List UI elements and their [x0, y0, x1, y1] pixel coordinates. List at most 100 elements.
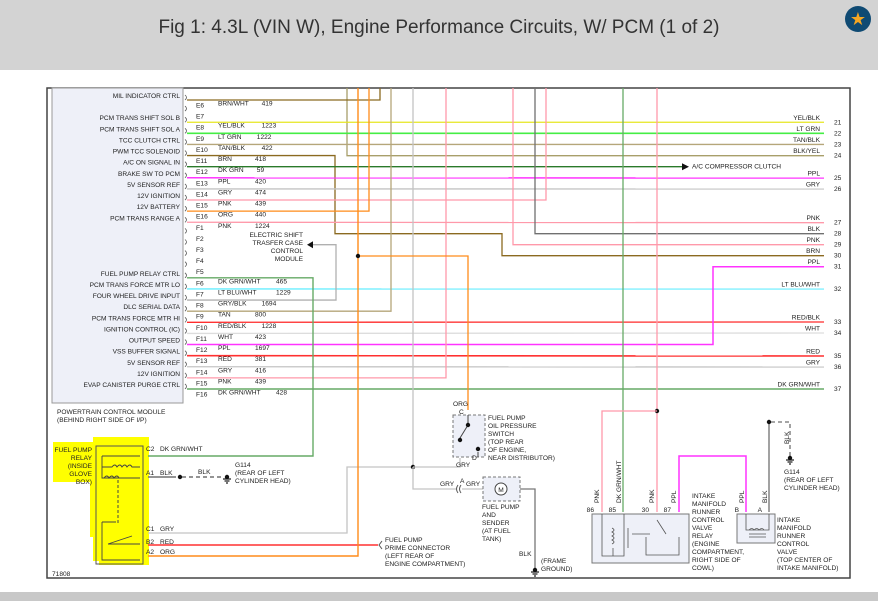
relay-wire-color: DK GRN/WHT	[160, 446, 203, 453]
pcm-pin-id: F13	[196, 358, 208, 365]
pcm-pin-id: F11	[196, 336, 207, 343]
switch-pin-in: C	[459, 409, 464, 416]
pcm-circuit-number: 465	[276, 278, 287, 285]
fuel-pump-label: FUEL PUMP	[482, 504, 520, 511]
pcm-circuit-number: 416	[255, 367, 266, 374]
pcm-pin-id: F16	[196, 391, 208, 398]
transfer-case-module-label: TRASFER CASE	[252, 240, 303, 247]
g114-left-label: (REAR OF LEFT	[235, 470, 284, 477]
pcm-wire-color: LT BLU/WHT	[218, 289, 257, 296]
continuation-wire-color: BLK	[808, 226, 821, 233]
imrc-relay-pin: 30	[642, 507, 650, 514]
pcm-pin-id: E7	[196, 114, 204, 121]
continuation-wire-color: BLK/YEL	[793, 148, 820, 155]
pcm-pin-id: F15	[196, 380, 208, 387]
pcm-pin-label: OUTPUT SPEED	[129, 338, 180, 345]
imrc-relay-label: COWL)	[692, 565, 714, 572]
imrc-valve-pin: B	[735, 507, 740, 514]
pcm-wire-color: WHT	[218, 334, 233, 341]
transfer-case-module-label: MODULE	[275, 256, 304, 263]
pcm-pin-id: F2	[196, 236, 204, 243]
pcm-pin-label: 12V IGNITION	[137, 193, 180, 200]
connector-icon	[184, 305, 187, 312]
pcm-wire-color: LT GRN	[218, 134, 242, 141]
pcm-pin-label: PCM TRANS SHIFT SOL A	[100, 126, 181, 133]
pcm-wire-color: GRY	[218, 189, 233, 196]
imrc-relay-pin: 87	[664, 507, 672, 514]
pcm-circuit-number: 1697	[255, 345, 270, 352]
connector-icon	[184, 350, 187, 356]
pcm-circuit-number: 1228	[262, 323, 277, 330]
oil-pressure-switch-label: OIL PRESSURE	[488, 423, 537, 430]
imrc-relay-pin: 86	[587, 507, 595, 514]
pcm-pin-id: E13	[196, 180, 208, 187]
imrc-valve-label: INTAKE MANIFOLD)	[777, 565, 838, 572]
arrow-icon	[307, 241, 313, 249]
wire-a2	[148, 88, 359, 557]
pcm-name: POWERTRAIN CONTROL MODULE	[57, 409, 166, 416]
pcm-pin-id: F4	[196, 258, 204, 265]
relay-wire-color: BLK	[160, 470, 173, 477]
prime-connector-label: (LEFT REAR OF	[385, 553, 434, 560]
connector-icon	[378, 540, 383, 550]
connector-icon	[184, 105, 187, 112]
continuation-wire-color: GRY	[806, 182, 821, 189]
continuation-number: 25	[834, 175, 842, 182]
connector-icon	[184, 183, 187, 190]
imrc-relay-label: VALVE	[692, 525, 713, 532]
imrc-relay-label: CONTROL	[692, 517, 725, 524]
pcm-pin-label: TCC CLUTCH CTRL	[119, 137, 181, 144]
connector-icon	[184, 94, 187, 101]
switch-wire-out: GRY	[456, 462, 471, 469]
pcm-pin-id: E14	[196, 191, 208, 198]
g114-left-label: G114	[235, 462, 251, 469]
pcm-wire-color: BRN/WHT	[218, 101, 249, 108]
splice-dot	[177, 474, 183, 480]
pcm-pin-label: PCM TRANS SHIFT SOL B	[100, 115, 181, 122]
pcm-wire-color: RED	[218, 356, 232, 363]
pcm-wire-color: ORG	[218, 212, 233, 219]
connector-icon	[184, 283, 187, 290]
relay-pin-id: B2	[146, 539, 154, 546]
g114-right-label: (REAR OF LEFT	[784, 477, 833, 484]
wire-24	[346, 88, 824, 157]
transfer-case-module-label: ELECTRIC SHIFT	[250, 232, 304, 239]
wire-f8	[187, 244, 337, 301]
imrc-relay-label: RUNNER	[692, 509, 720, 516]
relay-highlight	[53, 437, 149, 565]
pcm-circuit-number: 439	[255, 378, 266, 385]
prime-connector-label: FUEL PUMP	[385, 537, 423, 544]
pcm-pin-id: F9	[196, 314, 204, 321]
connector-icon	[184, 361, 187, 368]
fuel-pump-relay-label: RELAY	[71, 455, 93, 462]
oil-pressure-switch-box	[452, 414, 486, 458]
continuation-wire-color: LT GRN	[796, 126, 820, 133]
prime-connector-label: PRIME CONNECTOR	[385, 545, 450, 552]
valve-coil-icon	[745, 514, 770, 538]
splice-dot	[224, 474, 230, 480]
star-icon[interactable]: ★	[845, 6, 871, 32]
oil-pressure-switch-label: SWITCH	[488, 431, 514, 438]
ground-icon	[223, 478, 231, 484]
wire-switch-c	[360, 255, 469, 410]
pcm-wire-color: PNK	[218, 378, 232, 385]
arrow-icon	[682, 163, 689, 171]
splice-dot	[475, 446, 481, 452]
wire-e16	[187, 88, 370, 212]
pcm-circuit-number: 420	[255, 178, 266, 185]
fuel-pump-relay-label: BOX)	[76, 479, 92, 486]
continuation-number: 30	[834, 253, 842, 260]
fuel-pump-relay-label: (INSIDE	[68, 463, 93, 470]
wire-e6	[187, 88, 381, 101]
pcm-wire-color: BRN	[218, 156, 232, 163]
pcm-wire-color: DK GRN/WHT	[218, 389, 261, 396]
pcm-pin-label: 12V IGNITION	[137, 371, 180, 378]
continuation-number: 31	[834, 264, 842, 271]
pcm-pin-label: 5V SENSOR REF	[127, 360, 180, 367]
continuation-wire-color: GRY	[806, 360, 821, 367]
oil-pressure-switch-label: FUEL PUMP	[488, 415, 526, 422]
wire-e11	[187, 154, 824, 257]
continuation-number: 37	[834, 386, 842, 393]
pcm-pin-id: E9	[196, 136, 204, 143]
pump-wire-right: GRY	[466, 481, 481, 488]
